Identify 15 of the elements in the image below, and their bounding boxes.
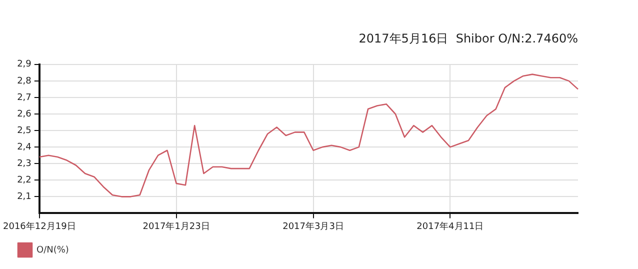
y-tick-label: 2,9 <box>17 60 32 70</box>
x-tick-label: 2017年1月23日 <box>142 220 210 232</box>
legend-label: O/N(%) <box>36 245 69 256</box>
x-tick-label: 2017年4月11日 <box>416 220 484 232</box>
y-tick-label: 2,3 <box>17 158 32 169</box>
x-tick-label: 2016年12月19日 <box>3 220 76 232</box>
y-tick-label: 2,2 <box>17 175 32 186</box>
y-tick-label: 2,5 <box>17 126 32 136</box>
y-tick-label: 2,8 <box>17 76 32 86</box>
y-tick-label: 2,6 <box>17 109 32 120</box>
y-tick-label: 2,1 <box>17 192 32 202</box>
y-tick-label: 2,4 <box>17 142 32 152</box>
chart-title: 2017年5月16日 Shibor O/N:2.7460% <box>358 31 578 46</box>
y-tick-label: 2,7 <box>17 92 32 103</box>
x-tick-label: 2017年3月3日 <box>282 220 344 232</box>
